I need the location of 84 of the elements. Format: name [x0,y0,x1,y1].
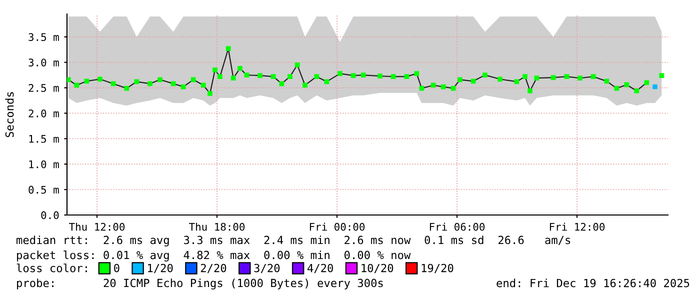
point [190,77,196,82]
point [390,74,396,80]
point [564,74,570,80]
point [440,84,446,90]
point [244,72,250,78]
point [302,82,308,88]
y-tick-label: 2.5 m [28,84,59,92]
point [528,88,532,94]
legend-label: 4/20 [308,264,333,274]
text: packet loss: 0.01 % avg 4.82 % max 0.00 % min 0.00 % now [17,250,411,262]
y-axis-title: Seconds [5,92,14,138]
point [158,77,162,82]
point [634,88,640,94]
text: median rtt: 2.6 ms avg 3.3 ms max 2.4 ms min 2.6 ms now 0.1 ms sd 26.6 am/s [16,236,570,246]
point [360,72,366,78]
point [419,86,424,91]
y-tick-label: 3.0 m [28,58,59,66]
point [458,77,462,82]
point [652,84,658,90]
point [170,81,176,86]
legend-label: 3/20 [254,264,280,274]
point [67,77,71,82]
x-tick-label: Thu 18:00 [189,222,245,231]
point [279,81,284,86]
point [450,86,456,91]
y-tick-label: 0.5 m [28,186,59,194]
point [288,74,292,80]
text: probe: 20 ICMP Echo Pings (1000 Bytes) every 300s [17,278,383,290]
legend-label: 2/20 [200,264,226,274]
point [644,80,650,86]
point [590,74,596,80]
point [124,86,130,91]
point [414,71,420,76]
point [624,82,630,88]
legend-label: 19/20 [422,264,454,274]
point [378,74,382,79]
y-tick-label: 1.5 m [29,135,59,143]
point [238,66,242,71]
point [482,72,488,78]
x-tick-label: Fri 00:00 [310,222,365,231]
text: end: Fri Dec 19 16:26:40 2025 [496,278,690,288]
x-tick-label: Fri 06:00 [430,222,485,231]
point [74,82,80,88]
point [550,75,556,80]
point [314,74,320,80]
point [270,74,276,80]
point [659,73,664,78]
point [604,78,610,84]
point [84,78,90,84]
point [498,76,502,82]
point [218,74,222,80]
y-tick-label: 3.5 m [28,33,59,42]
legend-label: 1/20 [148,264,173,274]
point [208,90,212,96]
point [148,81,152,86]
point [200,82,206,88]
y-tick-label: 0.0 [41,211,59,220]
point [180,84,186,90]
point [578,76,582,81]
point [534,76,540,81]
point [522,74,528,80]
point [294,62,300,68]
point [226,46,231,52]
point [350,73,356,78]
x-tick-label: Thu 12:00 [69,222,125,231]
legend-label: 10/20 [362,264,394,274]
point [404,74,410,80]
point [230,76,236,81]
point [324,79,330,84]
y-tick-label: 1.0 m [29,160,59,168]
point [470,78,476,84]
point [514,79,520,84]
point [430,82,436,88]
point [258,73,262,78]
point [98,76,102,82]
legend-label: 0 [114,264,120,272]
point [338,71,342,76]
point [110,81,116,86]
x-tick-label: Fri 12:00 [550,222,605,231]
y-tick-label: 2.0 m [28,109,59,118]
legend-title: loss color: [16,264,87,272]
point [212,68,218,72]
point [614,86,620,91]
point [134,79,140,84]
